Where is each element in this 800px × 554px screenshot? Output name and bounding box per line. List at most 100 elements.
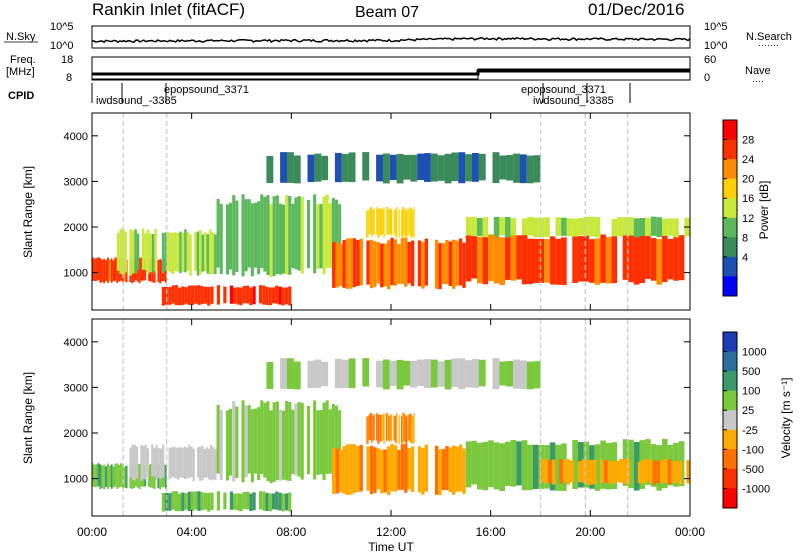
x-tick-label: 16:00 [476, 525, 506, 539]
x-tick-label: 20:00 [575, 525, 605, 539]
velocity-panel: 1000 2000 3000 4000 Slant Range [km] 1000 50… [21, 318, 793, 517]
heatmap-cell [367, 416, 369, 445]
heatmap-cell [250, 409, 254, 483]
noise-right-dots: ······· [758, 40, 779, 50]
colorbar-tick-label: 28 [742, 135, 754, 147]
heatmap-cell [622, 217, 629, 236]
colorbar-tick-label: 4 [742, 252, 748, 264]
heatmap-cell [187, 491, 191, 511]
heatmap-cell [284, 493, 289, 511]
heatmap-cell [144, 444, 147, 480]
heatmap-cell [605, 237, 612, 284]
heatmap-cell [241, 194, 245, 277]
heatmap-cell [600, 459, 604, 483]
heatmap-cell [171, 285, 175, 304]
heatmap-cell [382, 359, 390, 390]
heatmap-cell [334, 358, 342, 389]
heatmap-cell [352, 238, 357, 288]
colorbar-swatch [723, 256, 737, 277]
heatmap-cell [444, 359, 452, 390]
heatmap-cell [389, 414, 391, 441]
heatmap-cell [288, 286, 292, 306]
heatmap-cell [641, 459, 646, 484]
heatmap-cell [369, 445, 374, 495]
colorbar-tick-label: 24 [742, 154, 754, 166]
heatmap-cell [285, 401, 289, 481]
colorbar-tick-label: -500 [742, 464, 764, 476]
heatmap-cell [516, 235, 522, 280]
heatmap-cell [179, 231, 182, 274]
heatmap-cell [555, 217, 562, 236]
heatmap-region [366, 412, 415, 445]
velocity-colorbar: 1000 500 100 25 -25 -100 -500 -1000 [722, 331, 770, 509]
heatmap-cell [335, 448, 339, 494]
heatmap-cell [313, 194, 317, 274]
heatmap-cell [325, 194, 329, 268]
heatmap-cell [458, 238, 463, 286]
heatmap-cell [407, 208, 409, 236]
heatmap-cell [246, 491, 250, 510]
heatmap-cell [168, 447, 171, 479]
heatmap-cell [194, 232, 197, 271]
heatmap-cell [287, 152, 294, 183]
heatmap-cell [114, 463, 117, 487]
heatmap-cell [168, 493, 172, 511]
colorbar-tick-label: 8 [742, 232, 748, 244]
heatmap-cell [110, 258, 113, 283]
heatmap-cell [371, 413, 373, 443]
heatmap-region [216, 400, 342, 484]
heatmap-cell [235, 406, 239, 478]
heatmap-cell [397, 244, 401, 284]
y-tick-label: 1000 [64, 474, 88, 486]
heatmap-cell [417, 446, 422, 493]
heatmap-cell [488, 440, 494, 487]
heatmap-cell [233, 493, 237, 510]
heatmap-cell [645, 217, 651, 237]
colorbar-tick-label: 25 [742, 405, 754, 417]
heatmap-cell [206, 234, 210, 274]
heatmap-cell [366, 210, 368, 238]
heatmap-cell [236, 493, 240, 511]
heatmap-cell [203, 449, 206, 478]
heatmap-cell [445, 240, 449, 285]
colorbar-swatch [723, 371, 737, 392]
heatmap-cell [199, 230, 202, 275]
heatmap-cell [533, 238, 539, 283]
heatmap-cell [662, 218, 668, 236]
heatmap-cell [400, 238, 405, 284]
heatmap-cell [92, 257, 94, 281]
heatmap-cell [225, 410, 229, 481]
heatmap-cell [149, 233, 152, 273]
heatmap-cell [335, 242, 339, 288]
heatmap-cell [141, 228, 145, 270]
heatmap-cell [615, 460, 619, 482]
heatmap-cell [421, 241, 425, 289]
heatmap-cell [275, 491, 279, 510]
heatmap-cell [105, 260, 107, 281]
heatmap-cell [114, 257, 117, 281]
colorbar-frame [722, 119, 738, 297]
heatmap-cell [229, 202, 233, 270]
heatmap-cell [465, 360, 472, 388]
heatmap-cell [194, 491, 198, 510]
heatmap-cell [390, 443, 394, 492]
heatmap-cell [184, 493, 188, 510]
heatmap-cell [131, 444, 134, 480]
heatmap-cell [604, 460, 608, 483]
heatmap-cell [519, 360, 527, 390]
heatmap-cell [366, 240, 370, 285]
heatmap-cell [349, 238, 353, 289]
heatmap-cell [328, 203, 332, 268]
heatmap-cell [386, 207, 388, 236]
heatmap-cell [421, 447, 425, 495]
heatmap-cell [594, 444, 601, 491]
heatmap-cell [366, 416, 368, 444]
heatmap-cell [349, 444, 353, 495]
heatmap-cell [216, 285, 220, 305]
heatmap-cell [455, 240, 459, 286]
heatmap-cell [165, 492, 169, 511]
heatmap-cell [190, 285, 195, 305]
heatmap-cell [526, 361, 534, 390]
heatmap-cell [633, 218, 640, 238]
heatmap-cell [190, 446, 193, 477]
